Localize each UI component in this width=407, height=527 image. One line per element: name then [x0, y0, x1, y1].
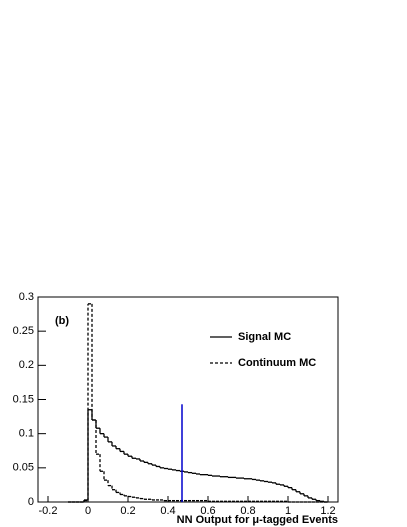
x-tick-label: 0.4: [160, 505, 175, 517]
legend-label: Signal MC: [238, 331, 291, 343]
y-tick-label: 0.25: [13, 325, 34, 337]
x-axis-label: NN Output for μ-tagged Events: [177, 514, 338, 526]
x-tick-label: 1: [285, 505, 291, 517]
x-tick-label: 0.8: [240, 505, 255, 517]
x-tick-label: 0: [85, 505, 91, 517]
x-tick-label: 0.2: [120, 505, 135, 517]
y-tick-label: 0.05: [13, 462, 34, 474]
legend-label: Continuum MC: [238, 357, 316, 369]
x-tick-label: 1.2: [320, 505, 335, 517]
y-tick-label: 0.2: [19, 359, 34, 371]
x-tick-label: -0.2: [39, 505, 58, 517]
annotation: (b): [55, 315, 69, 327]
y-tick-label: 0.1: [19, 428, 34, 440]
y-tick-label: 0.3: [19, 291, 34, 303]
plot-frame: [37, 296, 339, 503]
x-tick-label: 0.6: [200, 505, 215, 517]
y-tick-label: 0.15: [13, 393, 34, 405]
y-tick-label: 0: [28, 496, 34, 508]
